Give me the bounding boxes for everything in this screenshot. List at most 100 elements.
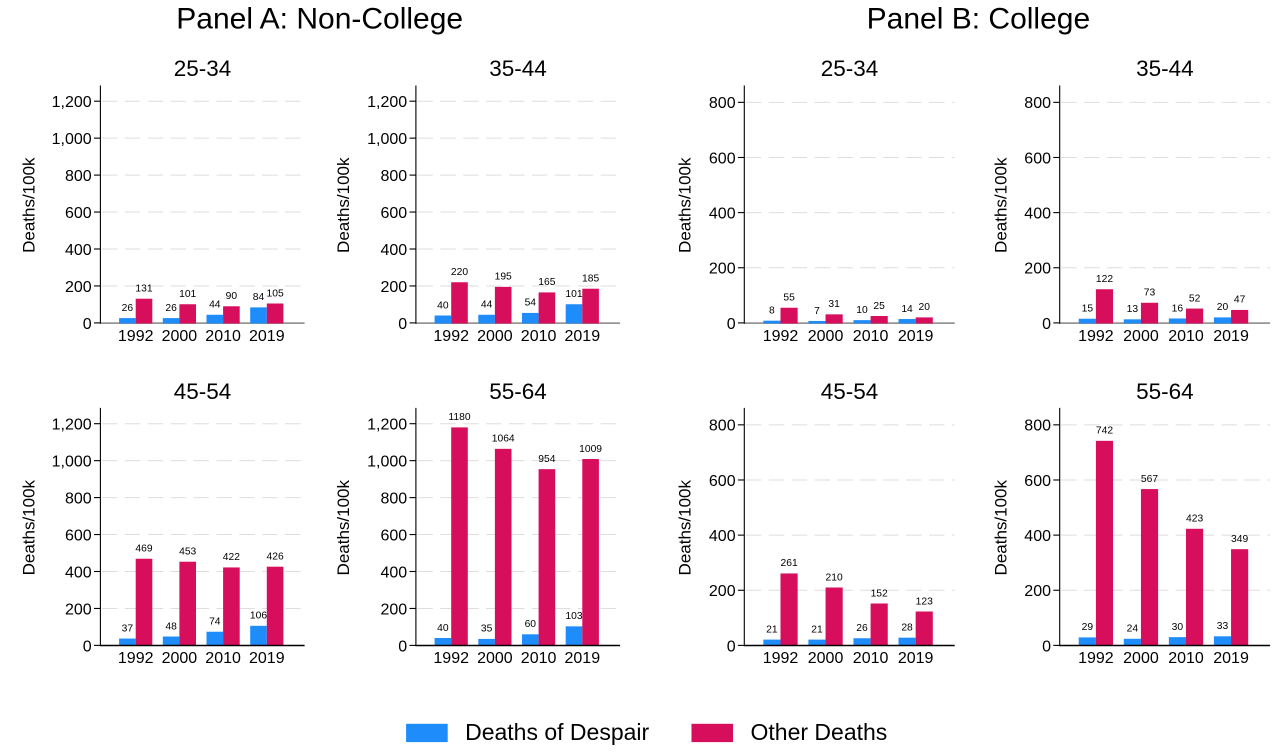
svg-text:103: 103 xyxy=(565,611,582,622)
svg-text:1992: 1992 xyxy=(433,328,469,345)
svg-text:73: 73 xyxy=(1144,288,1156,299)
svg-text:152: 152 xyxy=(871,588,888,599)
svg-text:Deaths/100k: Deaths/100k xyxy=(334,479,353,575)
svg-text:261: 261 xyxy=(780,558,797,569)
svg-text:101: 101 xyxy=(565,289,582,300)
svg-text:400: 400 xyxy=(380,242,407,259)
svg-text:600: 600 xyxy=(709,150,736,167)
svg-text:47: 47 xyxy=(1234,295,1246,306)
svg-text:1992: 1992 xyxy=(763,650,799,667)
svg-text:400: 400 xyxy=(65,242,92,259)
svg-text:426: 426 xyxy=(267,552,284,563)
svg-text:200: 200 xyxy=(380,601,407,618)
svg-text:742: 742 xyxy=(1096,426,1113,437)
svg-text:469: 469 xyxy=(135,544,152,555)
svg-text:800: 800 xyxy=(1024,418,1051,435)
svg-text:0: 0 xyxy=(1042,316,1051,333)
svg-text:21: 21 xyxy=(766,624,778,635)
svg-text:35-44: 35-44 xyxy=(489,56,547,81)
svg-text:600: 600 xyxy=(65,527,92,544)
svg-text:2010: 2010 xyxy=(853,328,889,345)
svg-text:2000: 2000 xyxy=(162,650,198,667)
svg-text:37: 37 xyxy=(122,623,134,634)
svg-text:30: 30 xyxy=(1172,622,1184,633)
svg-text:1,200: 1,200 xyxy=(367,417,407,434)
svg-text:2010: 2010 xyxy=(521,328,557,345)
svg-text:954: 954 xyxy=(538,454,555,465)
svg-text:2019: 2019 xyxy=(565,328,601,345)
svg-text:Deaths/100k: Deaths/100k xyxy=(20,479,39,575)
svg-text:Panel A: Non-College: Panel A: Non-College xyxy=(176,3,463,36)
svg-text:800: 800 xyxy=(65,168,92,185)
svg-text:Panel B: College: Panel B: College xyxy=(867,3,1090,36)
svg-text:16: 16 xyxy=(1172,303,1184,314)
svg-text:29: 29 xyxy=(1082,622,1094,633)
svg-text:0: 0 xyxy=(398,316,407,333)
svg-text:200: 200 xyxy=(1024,261,1051,278)
svg-text:25-34: 25-34 xyxy=(174,56,232,81)
svg-text:2010: 2010 xyxy=(205,328,241,345)
svg-text:453: 453 xyxy=(179,547,196,558)
svg-text:35-44: 35-44 xyxy=(1136,56,1194,81)
svg-text:200: 200 xyxy=(1024,583,1051,600)
svg-text:2019: 2019 xyxy=(1213,650,1249,667)
svg-text:200: 200 xyxy=(709,583,736,600)
svg-text:7: 7 xyxy=(814,306,820,317)
svg-text:1009: 1009 xyxy=(579,444,602,455)
svg-text:2010: 2010 xyxy=(521,650,557,667)
svg-text:1,200: 1,200 xyxy=(52,417,92,434)
svg-text:2010: 2010 xyxy=(1168,650,1204,667)
svg-text:54: 54 xyxy=(525,298,537,309)
svg-text:45-54: 45-54 xyxy=(821,379,879,404)
svg-text:1,000: 1,000 xyxy=(367,131,407,148)
svg-text:48: 48 xyxy=(165,621,177,632)
svg-text:15: 15 xyxy=(1082,304,1094,315)
svg-text:55-64: 55-64 xyxy=(1136,379,1194,404)
svg-text:131: 131 xyxy=(135,284,152,295)
svg-text:2000: 2000 xyxy=(808,328,844,345)
svg-text:21: 21 xyxy=(811,624,823,635)
svg-text:800: 800 xyxy=(709,418,736,435)
svg-text:Deaths/100k: Deaths/100k xyxy=(992,479,1011,575)
svg-text:2000: 2000 xyxy=(477,328,513,345)
svg-text:55-64: 55-64 xyxy=(489,379,547,404)
svg-text:1,000: 1,000 xyxy=(52,131,92,148)
svg-text:26: 26 xyxy=(856,623,868,634)
svg-text:14: 14 xyxy=(901,304,913,315)
svg-text:600: 600 xyxy=(65,205,92,222)
svg-text:400: 400 xyxy=(1024,206,1051,223)
svg-text:185: 185 xyxy=(582,274,599,285)
svg-text:26: 26 xyxy=(165,303,177,314)
svg-text:45-54: 45-54 xyxy=(174,379,232,404)
svg-text:122: 122 xyxy=(1096,274,1113,285)
svg-text:2000: 2000 xyxy=(477,650,513,667)
svg-text:2019: 2019 xyxy=(1213,328,1249,345)
svg-text:74: 74 xyxy=(209,617,221,628)
svg-text:1,000: 1,000 xyxy=(367,454,407,471)
svg-text:1180: 1180 xyxy=(448,412,470,423)
svg-text:2019: 2019 xyxy=(565,650,601,667)
svg-text:55: 55 xyxy=(783,293,795,304)
svg-text:200: 200 xyxy=(709,261,736,278)
svg-text:800: 800 xyxy=(1024,95,1051,112)
svg-text:13: 13 xyxy=(1127,304,1139,315)
svg-text:200: 200 xyxy=(65,279,92,296)
svg-text:1992: 1992 xyxy=(763,328,799,345)
svg-text:600: 600 xyxy=(1024,473,1051,490)
svg-text:10: 10 xyxy=(856,305,868,316)
svg-text:2000: 2000 xyxy=(1123,650,1159,667)
svg-text:210: 210 xyxy=(826,572,843,583)
svg-text:20: 20 xyxy=(918,302,930,313)
svg-text:200: 200 xyxy=(380,279,407,296)
svg-text:1992: 1992 xyxy=(1078,328,1114,345)
svg-text:200: 200 xyxy=(65,601,92,618)
svg-text:84: 84 xyxy=(253,292,265,303)
svg-text:400: 400 xyxy=(709,528,736,545)
svg-text:195: 195 xyxy=(495,272,512,283)
svg-text:123: 123 xyxy=(916,596,933,607)
svg-text:1,200: 1,200 xyxy=(367,94,407,111)
svg-text:0: 0 xyxy=(83,316,92,333)
svg-text:800: 800 xyxy=(709,95,736,112)
svg-text:423: 423 xyxy=(1186,514,1203,525)
svg-text:2010: 2010 xyxy=(853,650,889,667)
